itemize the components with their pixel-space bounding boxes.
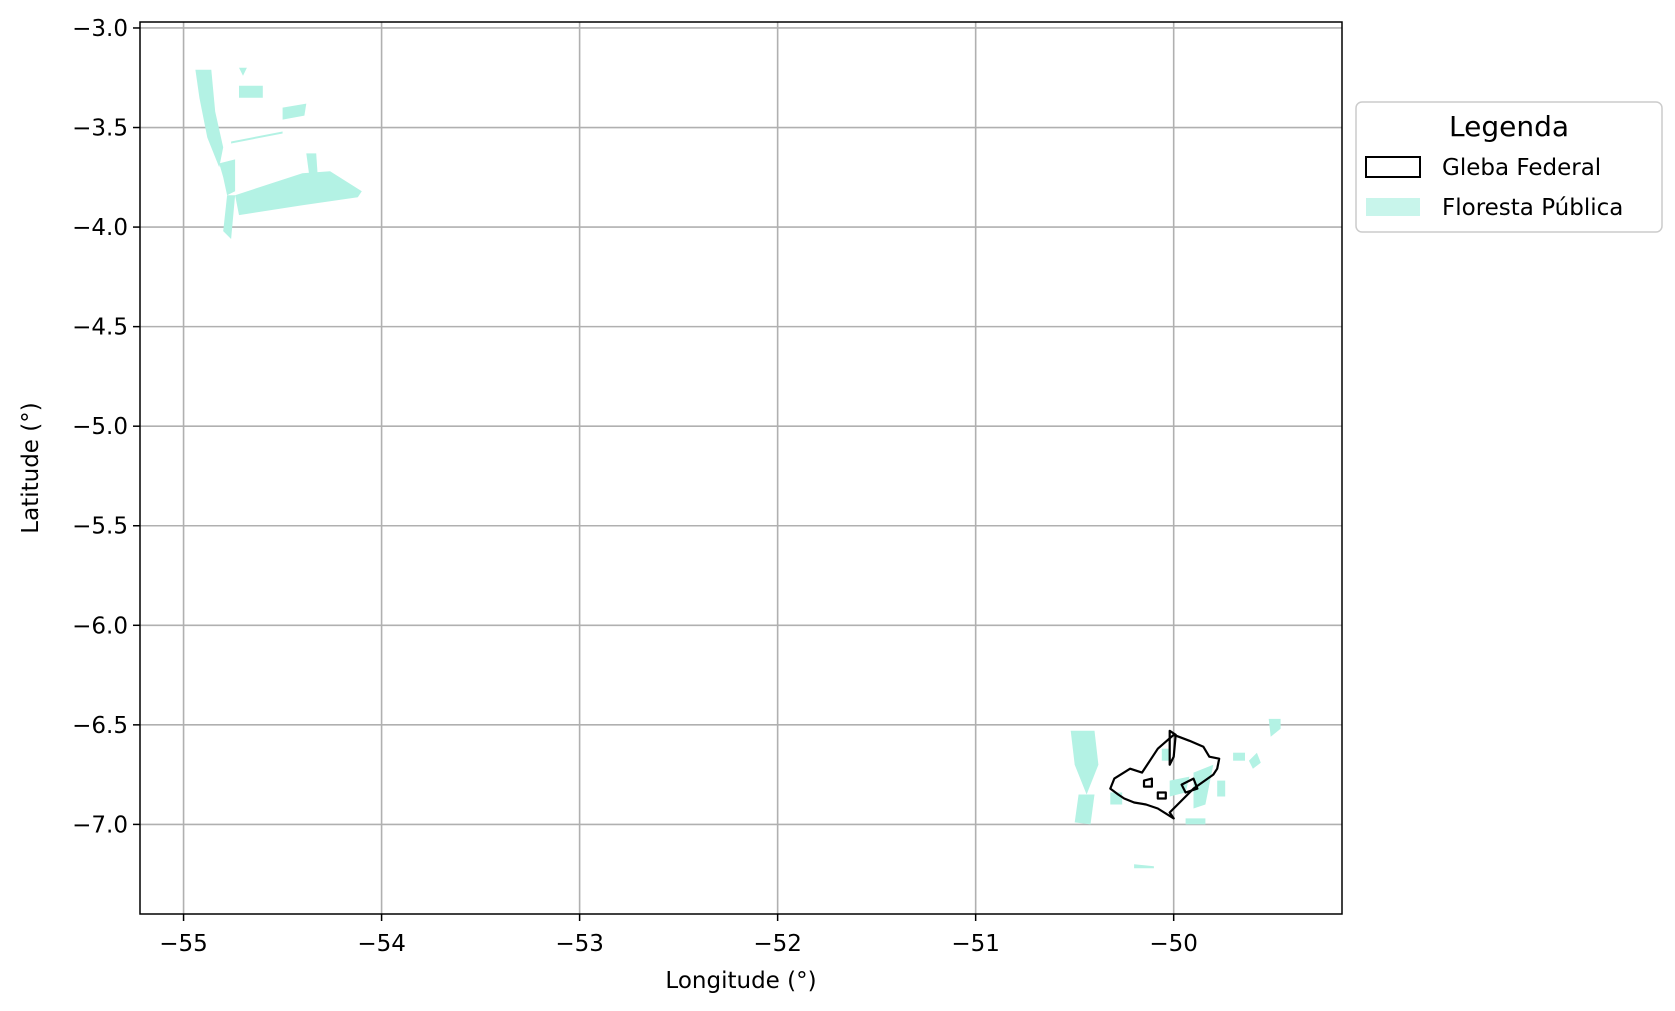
grid-lines — [140, 22, 1342, 914]
floresta-publica-polygon — [223, 195, 236, 239]
y-tick-label: −4.5 — [72, 315, 128, 341]
y-tick-label: −6.5 — [72, 713, 128, 739]
gleba-federal-polygon — [1168, 729, 1177, 766]
floresta-publica-layer — [195, 67, 1281, 869]
floresta-publica-polygon — [1193, 764, 1214, 809]
y-tick-label: −7.0 — [72, 812, 128, 838]
legend-title: Legenda — [1449, 110, 1569, 143]
floresta-publica-polygon — [1248, 752, 1261, 769]
floresta-publica-polygon — [1074, 794, 1095, 825]
floresta-publica-polygon — [239, 85, 263, 98]
floresta-publica-polygon — [1185, 818, 1206, 825]
x-axis-label: Longitude (°) — [665, 968, 816, 994]
y-tick-label: −5.0 — [72, 414, 128, 440]
floresta-publica-polygon — [231, 131, 283, 144]
x-tick-label: −54 — [357, 931, 406, 957]
floresta-publica-polygon — [1233, 752, 1245, 761]
plot-frame — [139, 21, 1343, 915]
y-axis-label: Latitude (°) — [18, 402, 44, 533]
floresta-publica-polygon — [239, 67, 247, 76]
floresta-publica-polygon — [195, 69, 224, 168]
legend-label-gleba-federal: Gleba Federal — [1442, 155, 1601, 181]
x-axis-ticks: −55 −54 −53 −52 −51 −50 — [159, 914, 1198, 957]
y-tick-label: −3.5 — [72, 116, 128, 142]
y-tick-label: −5.5 — [72, 514, 128, 540]
x-tick-label: −52 — [753, 931, 802, 957]
floresta-publica-polygon — [1268, 718, 1281, 737]
y-axis-ticks: −3.0 −3.5 −4.0 −4.5 −5.0 −5.5 −6.0 −6.5 −7.0 — [72, 16, 140, 838]
floresta-publica-polygon — [306, 153, 319, 184]
gleba-federal-polygon — [1109, 733, 1221, 820]
x-tick-label: −53 — [555, 931, 604, 957]
y-tick-label: −3.0 — [72, 16, 128, 42]
gleba-federal-polygon — [1142, 777, 1154, 788]
gleba-federal-layer — [1109, 729, 1221, 820]
legend-frame — [1355, 101, 1663, 233]
x-tick-label: −55 — [159, 931, 208, 957]
floresta-publica-polygon — [1161, 748, 1170, 761]
floresta-publica-polygon — [235, 171, 362, 216]
y-tick-label: −4.0 — [72, 215, 128, 241]
gleba-federal-polygon — [1156, 791, 1167, 800]
legend-swatch-floresta-publica — [1366, 198, 1420, 216]
gleba-federal-polygon — [1180, 777, 1199, 794]
legend: Legenda Gleba Federal Floresta Pública — [1355, 101, 1663, 233]
floresta-publica-polygon — [282, 103, 307, 120]
y-tick-label: −6.0 — [72, 613, 128, 639]
plot-area — [140, 22, 1342, 914]
floresta-publica-polygon — [1134, 864, 1154, 869]
x-tick-label: −51 — [951, 931, 1000, 957]
x-tick-label: −50 — [1149, 931, 1198, 957]
floresta-publica-polygon — [1217, 780, 1226, 797]
legend-swatch-gleba-federal — [1365, 156, 1421, 178]
floresta-publica-polygon — [219, 159, 236, 196]
floresta-publica-polygon — [1070, 730, 1099, 795]
legend-label-floresta-publica: Floresta Pública — [1442, 195, 1623, 221]
